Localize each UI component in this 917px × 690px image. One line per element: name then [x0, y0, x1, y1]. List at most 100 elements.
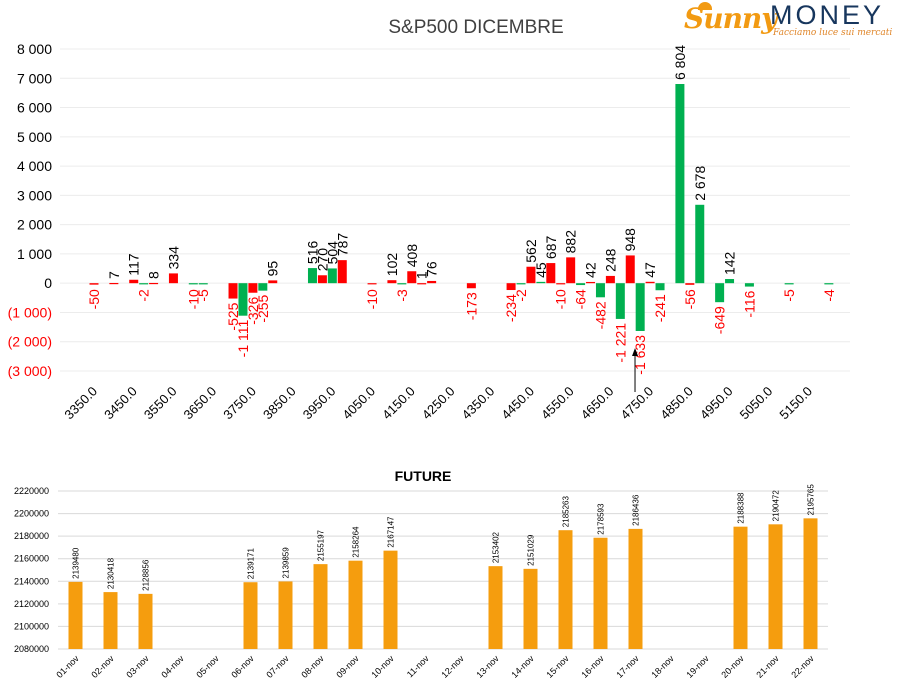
x-tick-label: 4950.0 [697, 384, 736, 423]
x-tick-label: 3450.0 [101, 384, 140, 423]
bar [278, 581, 293, 649]
y-tick-label: 2160000 [14, 554, 49, 564]
bar [655, 283, 665, 291]
x-tick-label: 4750.0 [618, 384, 657, 423]
bar [768, 524, 783, 649]
bar [139, 283, 149, 285]
y-tick-label: 2 000 [17, 217, 52, 233]
bar [407, 271, 417, 284]
x-tick-label: 3550.0 [141, 384, 180, 423]
x-tick-label: 22-nov [789, 653, 816, 680]
bar [784, 283, 794, 285]
data-label: 2190472 [772, 490, 781, 522]
y-tick-label: 7 000 [17, 70, 52, 86]
x-tick-label: 21-nov [754, 653, 781, 680]
bar [536, 281, 546, 284]
bar [466, 283, 476, 289]
x-tick-label: 12-nov [439, 653, 466, 680]
x-tick-label: 03-nov [124, 653, 151, 680]
x-tick-label: 08-nov [299, 653, 326, 680]
bar [138, 593, 153, 649]
bar [348, 560, 363, 649]
data-label: 76 [424, 261, 440, 277]
data-label: 2128856 [142, 559, 151, 591]
bar [744, 283, 754, 287]
data-label: -116 [741, 290, 757, 317]
y-tick-label: 3 000 [17, 187, 52, 203]
bar [188, 283, 198, 285]
x-tick-label: 09-nov [334, 653, 361, 680]
data-label: 408 [404, 244, 420, 268]
data-label: -649 [712, 306, 728, 334]
x-tick-label: 5150.0 [776, 384, 815, 423]
bar [516, 283, 526, 285]
data-label: 516 [304, 241, 320, 265]
bar [576, 283, 586, 286]
data-label: -4 [821, 289, 837, 302]
x-tick-label: 17-nov [614, 653, 641, 680]
x-tick-label: 4650.0 [578, 384, 617, 423]
y-tick-label: 0 [44, 275, 52, 291]
bar [367, 283, 377, 285]
bar [523, 568, 538, 649]
sp500-options-chart: S&P500 DICEMBRE 8 000 7 000 6 000 5 000 4 000… [8, 17, 850, 423]
bar [317, 275, 327, 284]
bar [635, 283, 645, 331]
future-chart: FUTURE 2220000 2200000 2180000 2160000 214000… [14, 468, 828, 680]
data-label: 1 [414, 271, 430, 279]
y-tick-label: 2140000 [14, 576, 49, 586]
x-tick-label: 20-nov [719, 653, 746, 680]
y-tick-label: (2 000) [8, 334, 52, 350]
data-label: -173 [463, 292, 479, 320]
bar [824, 283, 834, 285]
data-label: 562 [523, 239, 539, 263]
x-tick-label: 4250.0 [419, 384, 458, 423]
bar [615, 283, 625, 319]
bar [593, 537, 608, 649]
data-label: -5 [781, 289, 797, 302]
bar [383, 550, 398, 649]
y-tick-label: 2100000 [14, 621, 49, 631]
bar [109, 282, 119, 285]
bar [103, 592, 118, 649]
data-label: 2153402 [492, 531, 501, 563]
bar [238, 283, 248, 316]
y-tick-label: 2220000 [14, 486, 49, 496]
y-tick-label: 5 000 [17, 129, 52, 145]
bar [733, 526, 748, 649]
bar [387, 280, 397, 284]
x-tick-label: 15-nov [544, 653, 571, 680]
bar [248, 283, 258, 293]
bar [307, 268, 317, 284]
bar [586, 281, 596, 284]
x-tick-label: 01-nov [54, 653, 81, 680]
x-tick-label: 16-nov [579, 653, 606, 680]
bar [566, 257, 576, 284]
bar [645, 281, 655, 284]
x-tick-label: 4350.0 [459, 384, 498, 423]
bar [685, 283, 695, 285]
bar [258, 283, 268, 291]
x-tick-label: 4850.0 [657, 384, 696, 423]
data-label: 2195765 [807, 484, 816, 516]
bar [427, 280, 437, 284]
data-label: 2139480 [72, 547, 81, 579]
bar [198, 283, 208, 285]
data-label: -234 [503, 294, 519, 322]
data-label: 2139171 [247, 548, 256, 580]
x-tick-label: 02-nov [89, 653, 116, 680]
bar [243, 582, 258, 649]
data-label: 270 [314, 248, 330, 272]
data-label: 8 [146, 271, 162, 279]
bar [313, 564, 328, 649]
data-label: 42 [583, 262, 599, 278]
bar [397, 283, 407, 285]
data-label: 2185263 [562, 496, 571, 528]
data-label: -10 [553, 289, 569, 309]
logo-tagline: Facciamo luce sui mercati [773, 28, 893, 38]
data-label: 7 [106, 271, 122, 279]
x-tick-label: 04-nov [159, 653, 186, 680]
bar [129, 279, 139, 284]
bar [488, 566, 503, 649]
x-tick-label: 19-nov [684, 653, 711, 680]
